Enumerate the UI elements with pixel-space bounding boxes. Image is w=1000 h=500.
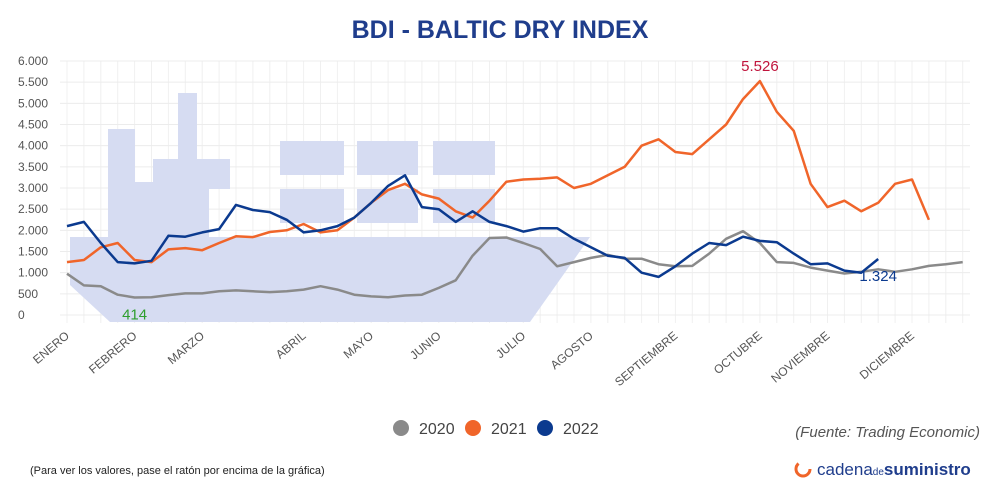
legend-label: 2022 [563, 421, 599, 438]
x-tick-label: OCTUBRE [711, 329, 765, 377]
y-tick-label: 2.500 [18, 202, 48, 216]
y-tick-label: 5.500 [18, 75, 48, 89]
brand-logo: cadenadesuministro [794, 460, 971, 479]
y-tick-label: 3.000 [18, 181, 48, 195]
legend-label: 2020 [419, 421, 455, 438]
brand-text: cadenadesuministro [817, 460, 971, 479]
x-tick-label: NOVIEMBRE [768, 329, 832, 386]
y-tick-label: 4.500 [18, 118, 48, 132]
source: (Fuente: Trading Economic) [795, 424, 980, 441]
value-label: 5.526 [741, 58, 779, 75]
legend: 2020 2021 2022 [393, 420, 599, 438]
x-tick-label: MAYO [341, 329, 376, 362]
series-line [66, 229, 963, 299]
legend-swatch [537, 420, 553, 436]
chart-title: BDI - BALTIC DRY INDEX [352, 16, 649, 44]
brand-part: cadena [817, 460, 873, 479]
brand-part: suministro [884, 460, 971, 479]
note: (Para ver los valores, pase el ratón por… [30, 465, 325, 477]
x-tick-label: MARZO [165, 329, 207, 368]
y-tick-label: 0 [18, 308, 25, 322]
ship-silhouette [70, 93, 590, 322]
x-tick-label: SEPTIEMBRE [612, 329, 680, 389]
y-tick-label: 1.500 [18, 245, 48, 259]
x-tick-label: ABRIL [273, 328, 309, 361]
series-line [66, 79, 931, 264]
legend-swatch [465, 420, 481, 436]
brand-part: de [873, 467, 885, 478]
y-tick-label: 5.000 [18, 96, 48, 110]
x-tick-label: JUNIO [407, 329, 444, 363]
x-tick-label: DICIEMBRE [857, 329, 917, 383]
legend-swatch [393, 420, 409, 436]
x-tick-label: AGOSTO [548, 329, 596, 373]
x-tick-label: FEBRERO [86, 329, 139, 377]
x-tick-label: ENERO [30, 329, 72, 367]
y-tick-label: 2.000 [18, 223, 48, 237]
value-label: 1.324 [859, 268, 897, 285]
value-label: 414 [122, 306, 147, 323]
legend-label: 2021 [491, 421, 527, 438]
y-tick-label: 6.000 [18, 54, 48, 68]
y-tick-label: 1.000 [18, 266, 48, 280]
y-tick-label: 3.500 [18, 160, 48, 174]
logo-icon [794, 460, 812, 478]
y-tick-label: 500 [18, 287, 38, 301]
x-tick-label: JULIO [493, 329, 528, 362]
series-line [66, 174, 879, 279]
y-tick-label: 4.000 [18, 139, 48, 153]
